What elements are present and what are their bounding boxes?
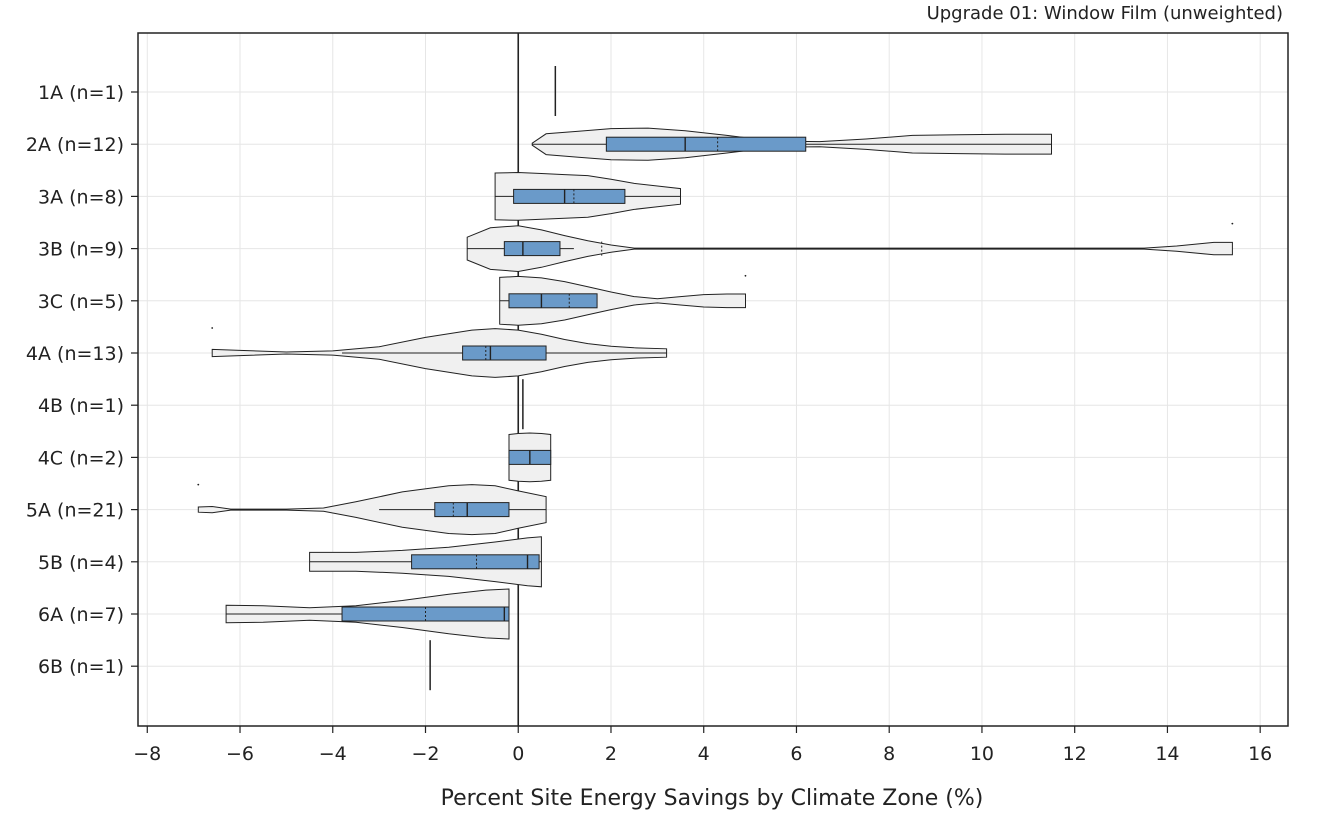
x-tick-label: −4 xyxy=(319,743,347,765)
category-label: 1A (n=1) xyxy=(38,82,124,104)
mark-layer xyxy=(197,66,1234,691)
category-label: 3A (n=8) xyxy=(38,186,124,208)
x-tick-label: 8 xyxy=(883,743,895,765)
x-tick-label: 4 xyxy=(698,743,710,765)
iqr-box xyxy=(434,502,510,518)
category-label: 4B (n=1) xyxy=(38,395,124,417)
iqr-box xyxy=(508,293,598,309)
outlier-point xyxy=(197,483,200,486)
iqr-box xyxy=(513,188,626,204)
x-tick-label: −6 xyxy=(226,743,254,765)
x-tick-label: 16 xyxy=(1248,743,1272,765)
outlier-point xyxy=(1231,222,1234,225)
outlier-point xyxy=(744,274,747,277)
category-label: 2A (n=12) xyxy=(26,134,124,156)
x-tick-label: 6 xyxy=(790,743,802,765)
iqr-box xyxy=(341,606,510,622)
category-label: 4C (n=2) xyxy=(38,447,124,469)
iqr-box xyxy=(462,345,547,361)
category-label: 5B (n=4) xyxy=(38,552,124,574)
x-axis-label: Percent Site Energy Savings by Climate Z… xyxy=(441,786,984,811)
x-tick-label: 2 xyxy=(605,743,617,765)
chart-title: Upgrade 01: Window Film (unweighted) xyxy=(927,3,1283,24)
category-label: 3C (n=5) xyxy=(38,291,124,313)
x-tick-label: 10 xyxy=(970,743,994,765)
outlier-point xyxy=(211,327,214,329)
x-tick-label: 0 xyxy=(512,743,524,765)
x-tick-label: −2 xyxy=(411,743,439,765)
iqr-box xyxy=(605,136,807,152)
axis-layer: −8 −6 −4 −2 0 2 4 6 8 10 12 14 16 1A (n=1) 2A (n=12) 3A… xyxy=(26,82,1272,765)
x-tick-label: −8 xyxy=(133,743,161,765)
category-label: 5A (n=21) xyxy=(26,500,124,522)
category-label: 6B (n=1) xyxy=(38,656,124,678)
x-tick-label: 14 xyxy=(1155,743,1179,765)
violin-shape xyxy=(197,484,547,536)
category-label: 4A (n=13) xyxy=(26,343,124,365)
category-label: 3B (n=9) xyxy=(38,239,124,261)
category-label: 6A (n=7) xyxy=(38,604,124,626)
iqr-box xyxy=(411,554,540,570)
x-tick-label: 12 xyxy=(1063,743,1087,765)
violin-shape xyxy=(499,275,746,326)
violin-shape xyxy=(466,225,1233,273)
iqr-box xyxy=(503,241,561,257)
plot-frame xyxy=(137,32,1289,727)
